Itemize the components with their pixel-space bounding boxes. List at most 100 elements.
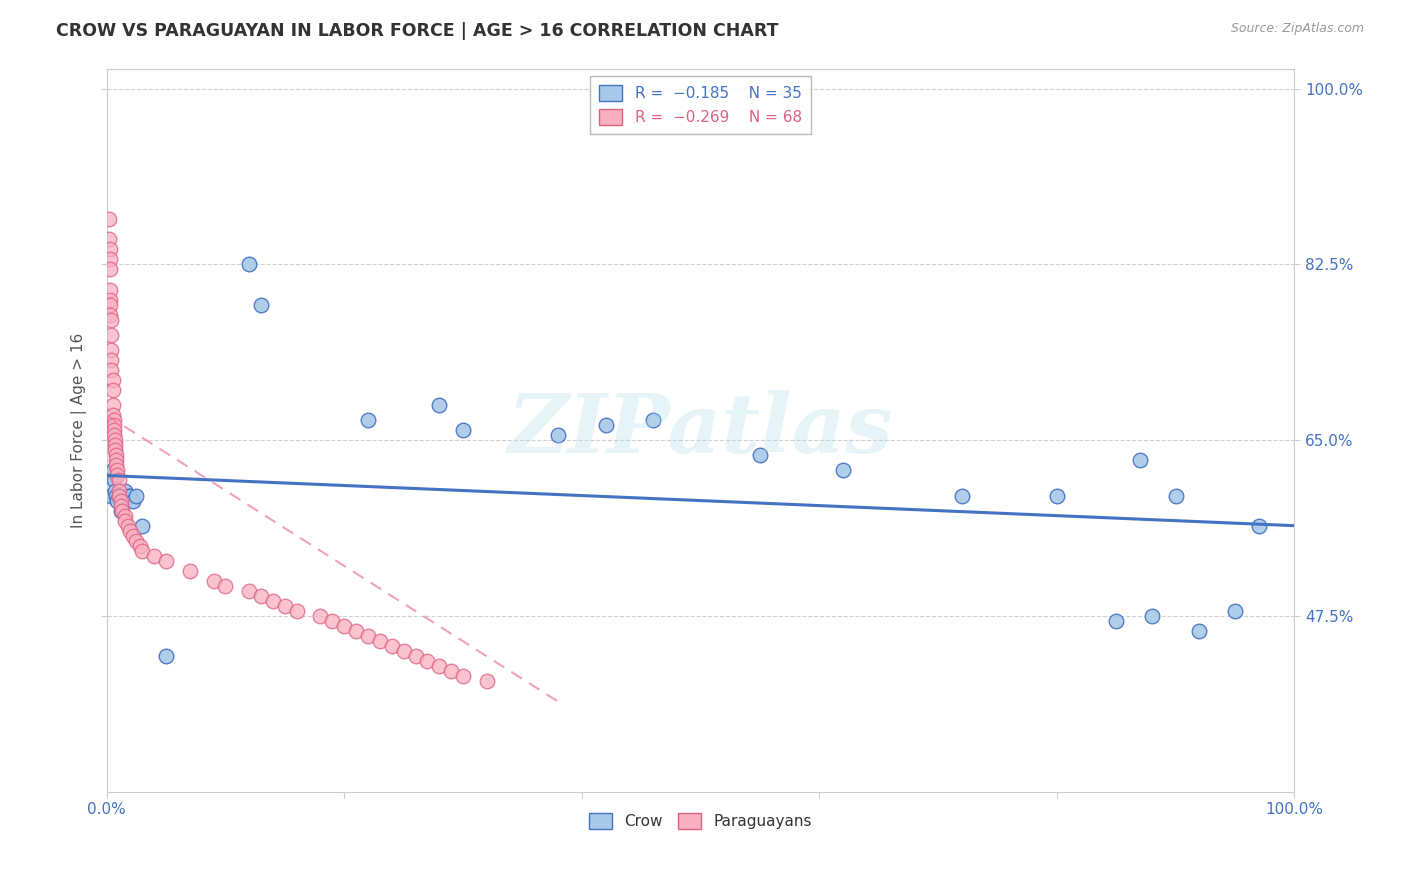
Point (357, 629, 380, 643)
Point (114, 514, 136, 528)
Point (103, 428, 125, 442)
Point (357, 413, 380, 427)
Point (381, 640, 404, 654)
Point (392, 644, 415, 658)
Point (440, 665, 463, 679)
Point (333, 619, 356, 633)
Point (98, 293, 121, 307)
Point (100, 343, 122, 357)
Point (100, 363, 122, 377)
Point (1164, 489, 1187, 503)
Point (98, 298, 121, 312)
Point (202, 574, 225, 588)
Point (103, 413, 125, 427)
Y-axis label: In Labor Force | Age > 16: In Labor Force | Age > 16 (72, 333, 87, 528)
Point (111, 503, 134, 517)
Point (1223, 604, 1246, 618)
Point (1105, 614, 1128, 628)
Point (155, 649, 177, 664)
Point (179, 564, 201, 578)
Point (121, 529, 143, 543)
Point (1129, 453, 1152, 467)
Point (427, 659, 450, 673)
Point (98, 308, 121, 322)
Point (98, 252, 121, 267)
Point (405, 649, 427, 664)
Point (101, 373, 124, 387)
Point (262, 594, 284, 608)
Point (98, 283, 121, 297)
Legend: Crow, Paraguayans: Crow, Paraguayans (583, 806, 818, 835)
Point (120, 524, 142, 538)
Point (250, 589, 273, 603)
Point (105, 463, 128, 477)
Point (131, 544, 153, 558)
Point (125, 533, 148, 548)
Point (547, 428, 569, 442)
Point (105, 468, 128, 483)
Point (105, 489, 128, 503)
Point (1140, 609, 1163, 624)
Point (321, 614, 343, 628)
Point (344, 624, 367, 639)
Point (107, 489, 129, 503)
Point (214, 579, 236, 593)
Point (368, 634, 391, 648)
Point (121, 493, 143, 508)
Point (98, 468, 121, 483)
Point (950, 489, 973, 503)
Point (238, 584, 260, 599)
Point (129, 539, 152, 553)
Point (104, 438, 127, 452)
Point (110, 503, 132, 517)
Point (110, 493, 132, 508)
Point (238, 257, 260, 271)
Point (104, 483, 127, 498)
Point (274, 599, 297, 613)
Point (427, 398, 450, 412)
Point (641, 413, 664, 427)
Point (101, 408, 124, 422)
Point (101, 398, 124, 412)
Point (105, 458, 128, 473)
Point (309, 609, 332, 624)
Point (100, 352, 122, 367)
Point (101, 383, 124, 397)
Point (595, 418, 617, 433)
Point (98, 232, 121, 246)
Point (101, 463, 124, 477)
Point (103, 423, 125, 437)
Point (285, 604, 308, 618)
Point (104, 443, 127, 458)
Point (107, 489, 129, 503)
Point (143, 549, 166, 563)
Point (1046, 489, 1069, 503)
Point (103, 474, 125, 488)
Point (749, 448, 772, 462)
Point (250, 298, 273, 312)
Point (110, 499, 132, 513)
Point (117, 489, 139, 503)
Point (100, 312, 122, 326)
Point (1247, 518, 1270, 533)
Point (98, 262, 121, 277)
Point (98, 212, 121, 227)
Point (451, 423, 474, 437)
Point (155, 554, 177, 568)
Point (103, 418, 125, 433)
Point (1188, 624, 1211, 639)
Point (451, 669, 474, 683)
Point (475, 674, 498, 689)
Point (107, 474, 129, 488)
Point (120, 489, 142, 503)
Point (100, 327, 122, 342)
Point (105, 448, 128, 462)
Point (105, 453, 128, 467)
Point (114, 508, 136, 523)
Point (104, 434, 127, 448)
Point (125, 489, 148, 503)
Point (98, 243, 121, 257)
Text: Source: ZipAtlas.com: Source: ZipAtlas.com (1230, 22, 1364, 36)
Point (832, 463, 855, 477)
Point (105, 493, 128, 508)
